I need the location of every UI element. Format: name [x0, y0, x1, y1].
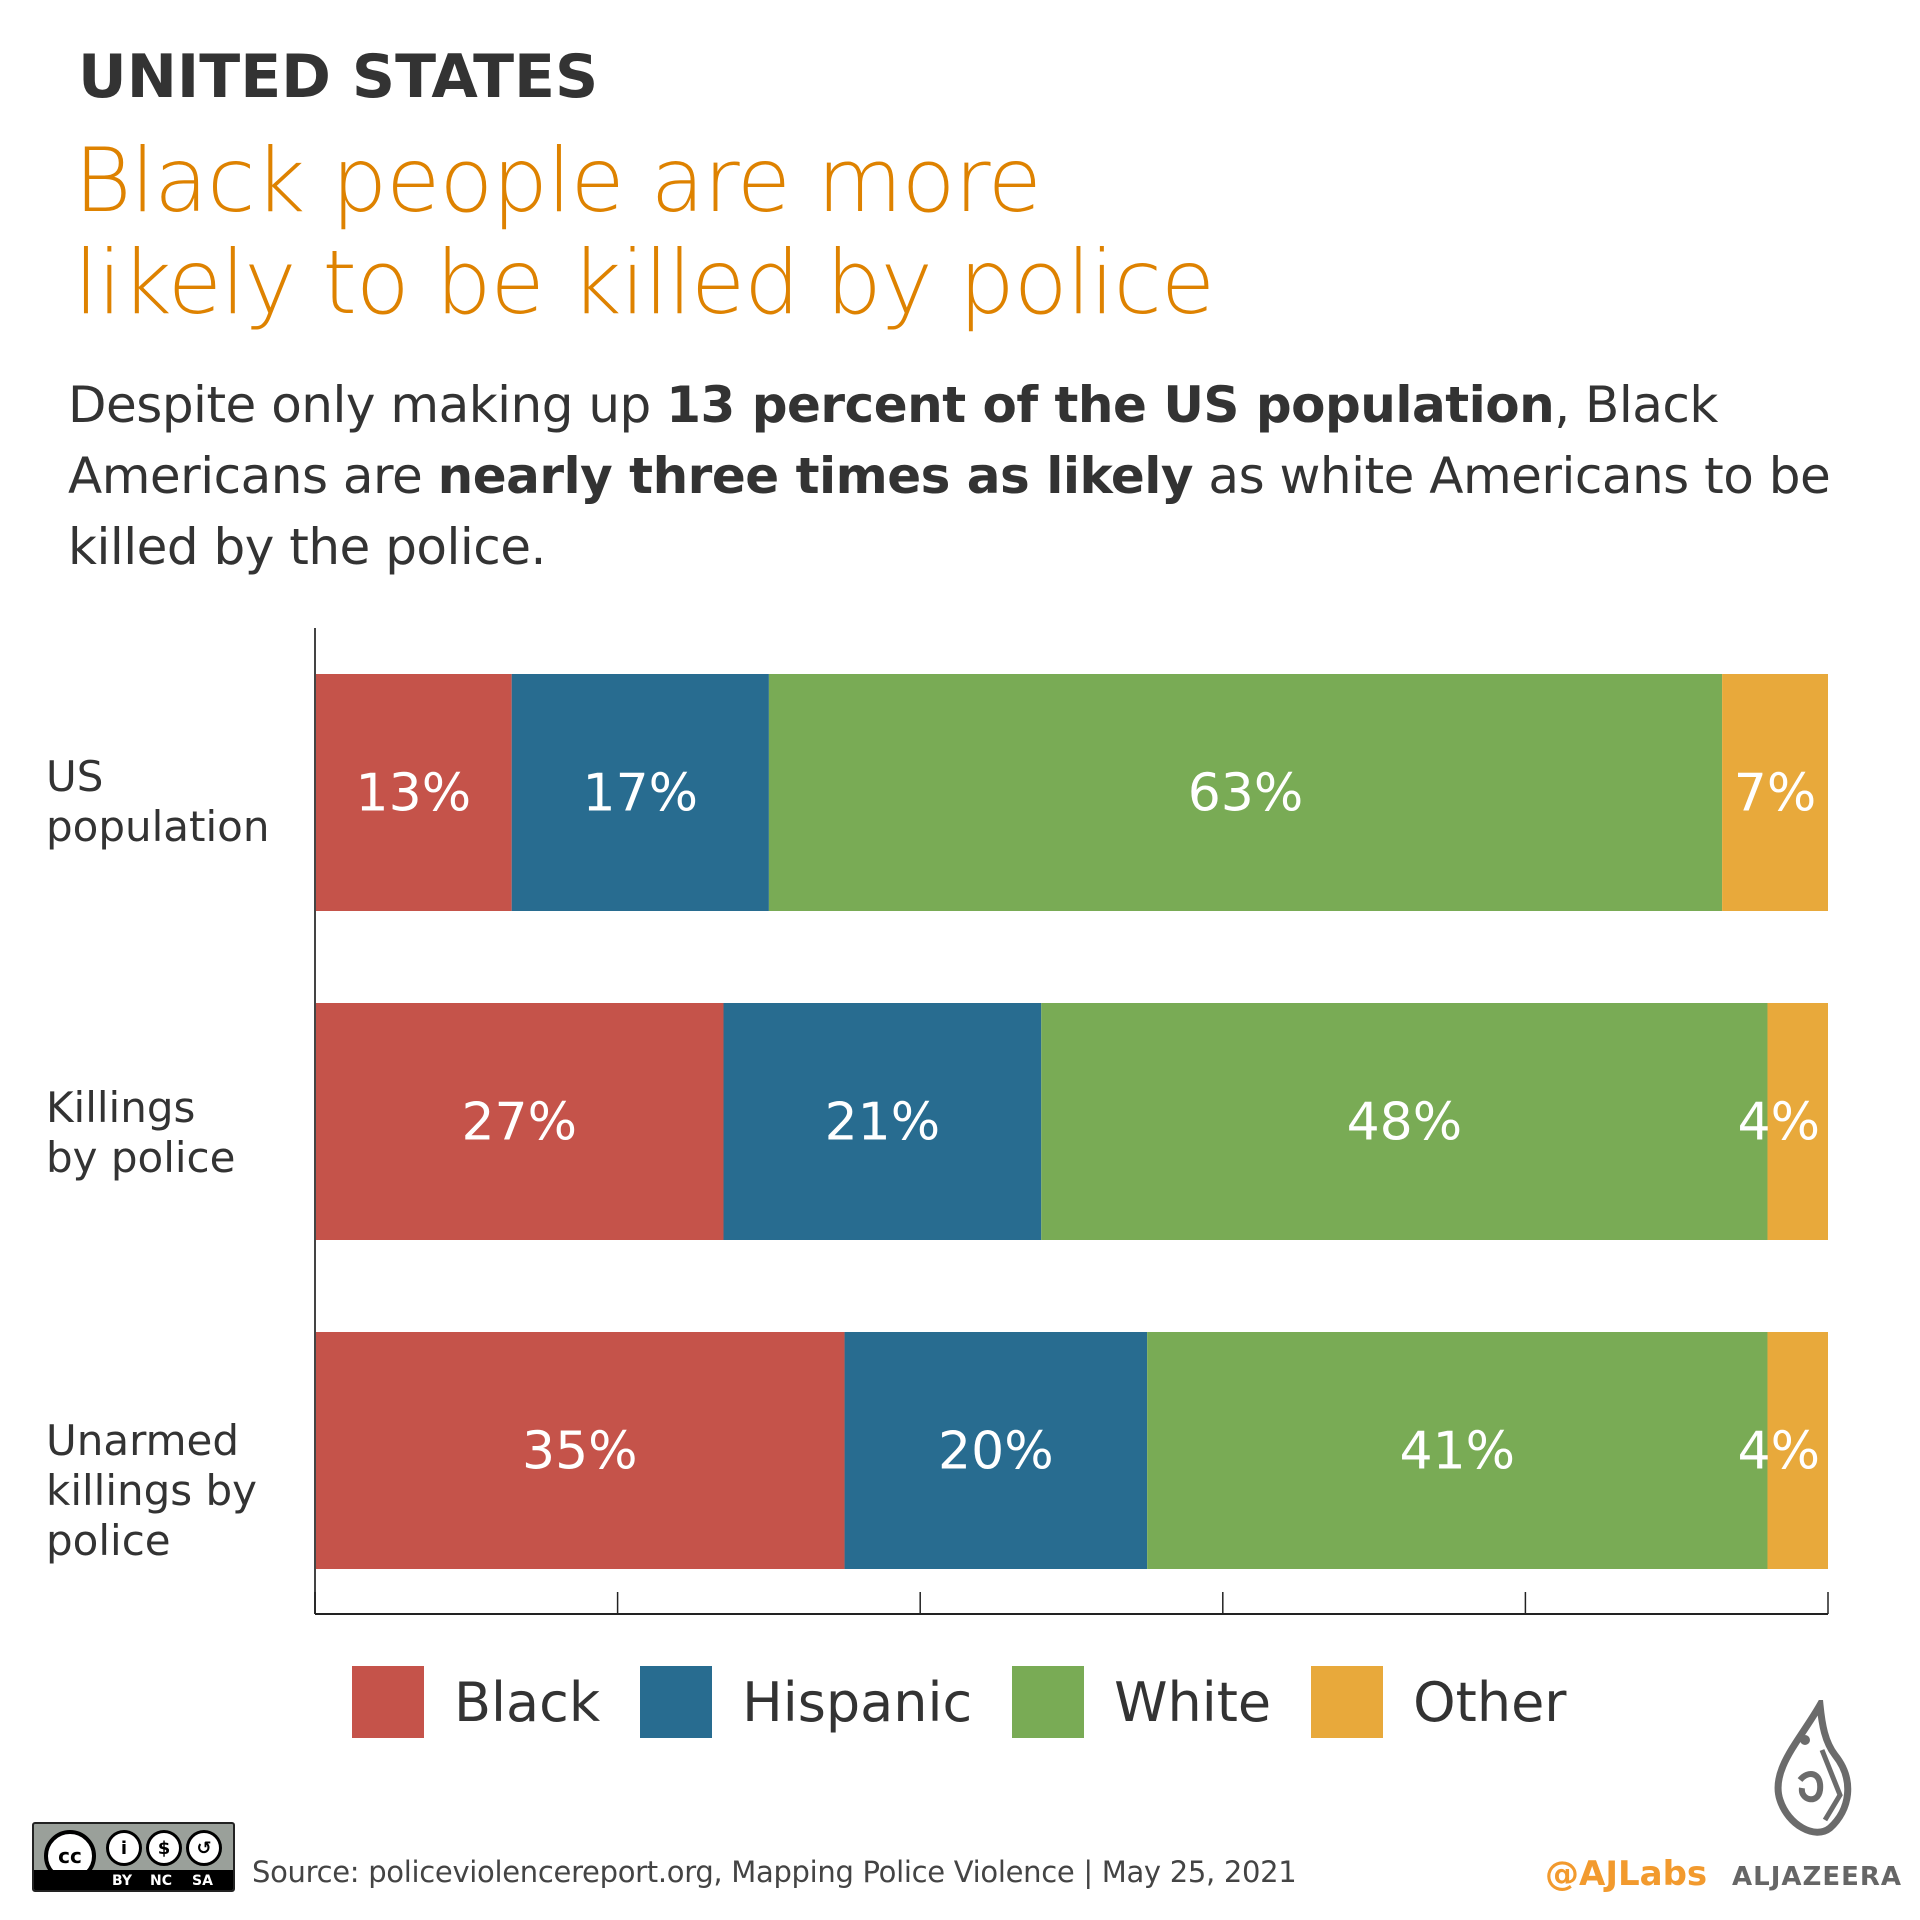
legend-label-black: Black [454, 1670, 601, 1734]
legend-label-white: White [1114, 1670, 1272, 1734]
bar-segment-us-population-other [1722, 674, 1828, 911]
subtitle-bold-1: 13 percent of the US population [666, 376, 1555, 434]
legend-item-hispanic: Hispanic [640, 1666, 972, 1738]
creative-commons-license-badge: cc i $ ↺ BY NC SA [32, 1822, 235, 1892]
y-axis-label-line: Unarmed [46, 1416, 240, 1465]
legend-label-other: Other [1413, 1670, 1567, 1734]
legend-item-other: Other [1311, 1666, 1567, 1738]
legend-swatch-black [352, 1666, 424, 1738]
license-strip [34, 1870, 233, 1890]
bar-segment-unarmed-killings-by-police-white [1147, 1332, 1768, 1569]
y-axis-label-us-population: US population [46, 752, 270, 852]
bar-segment-killings-by-police-black [315, 1003, 724, 1240]
sharealike-icon: ↺ [186, 1830, 222, 1866]
aljazeera-logo-icon [1774, 1700, 1852, 1836]
license-nc: NC [150, 1873, 172, 1889]
ajlabs-credit: @AJLabs [1545, 1854, 1708, 1894]
source-note: Source: policeviolencereport.org, Mappin… [252, 1855, 1297, 1889]
data-label-unarmed-killings-by-police-other: 4% [1738, 1422, 1821, 1482]
bar-segment-unarmed-killings-by-police-black [315, 1332, 845, 1569]
license-by: BY [112, 1873, 133, 1889]
legend: Black Hispanic White Other [352, 1666, 1607, 1738]
legend-label-hispanic: Hispanic [742, 1670, 973, 1734]
license-sa: SA [192, 1873, 213, 1889]
data-label-us-population-hispanic: 17% [583, 764, 699, 824]
aljazeera-wordmark: ALJAZEERA [1732, 1862, 1903, 1892]
y-axis-label-killings-by-police: Killings by police [46, 1083, 236, 1183]
subtitle-text-2: , Black Americans are [68, 376, 1718, 505]
subtitle-bold-2: nearly three times as likely [437, 447, 1194, 505]
kicker-label: UNITED STATES [78, 42, 599, 112]
page-title: Black people are more likely to be kille… [74, 130, 1874, 334]
bar-segment-killings-by-police-other [1767, 1003, 1828, 1240]
legend-item-black: Black [352, 1666, 600, 1738]
data-label-unarmed-killings-by-police-black: 35% [522, 1422, 638, 1482]
data-label-us-population-black: 13% [356, 764, 472, 824]
y-axis-label-line: US [46, 752, 104, 801]
noncommercial-dollar-icon: $ [146, 1830, 182, 1866]
data-label-us-population-white: 63% [1188, 764, 1304, 824]
data-label-us-population-other: 7% [1734, 764, 1817, 824]
data-label-killings-by-police-black: 27% [461, 1093, 577, 1153]
y-axis-label-line: population [46, 802, 270, 851]
data-label-killings-by-police-other: 4% [1738, 1093, 1821, 1153]
attribution-person-icon: i [106, 1830, 142, 1866]
title-line-1: Black people are more [74, 129, 1042, 232]
bar-segment-killings-by-police-hispanic [723, 1003, 1042, 1240]
legend-swatch-white [1012, 1666, 1085, 1738]
subtitle-text-1: Despite only making up [68, 376, 667, 434]
bar-segment-us-population-hispanic [511, 674, 769, 911]
bar-segment-killings-by-police-white [1041, 1003, 1768, 1240]
data-label-killings-by-police-hispanic: 21% [825, 1093, 941, 1153]
y-axis-label-line: police [46, 1516, 171, 1565]
y-axis-label-line: killings by [46, 1466, 258, 1515]
data-label-unarmed-killings-by-police-hispanic: 20% [938, 1422, 1054, 1482]
subtitle: Despite only making up 13 percent of the… [68, 370, 1888, 583]
data-label-unarmed-killings-by-police-white: 41% [1400, 1422, 1516, 1482]
bar-segment-unarmed-killings-by-police-hispanic [844, 1332, 1148, 1569]
data-label-killings-by-police-white: 48% [1347, 1093, 1463, 1153]
subtitle-text-3: as white Americans to be killed by the p… [68, 447, 1831, 576]
y-axis-label-line: Killings [46, 1083, 196, 1132]
bar-segment-us-population-white [768, 674, 1723, 911]
y-axis-label-line: by police [46, 1133, 236, 1182]
bar-segment-unarmed-killings-by-police-other [1767, 1332, 1828, 1569]
title-line-2: likely to be killed by police [74, 231, 1215, 334]
legend-swatch-other [1311, 1666, 1384, 1738]
legend-swatch-hispanic [640, 1666, 713, 1738]
legend-item-white: White [1012, 1666, 1271, 1738]
y-axis-label-unarmed-killings-by-police: Unarmed killings by police [46, 1416, 257, 1566]
bar-segment-us-population-black [315, 674, 512, 911]
